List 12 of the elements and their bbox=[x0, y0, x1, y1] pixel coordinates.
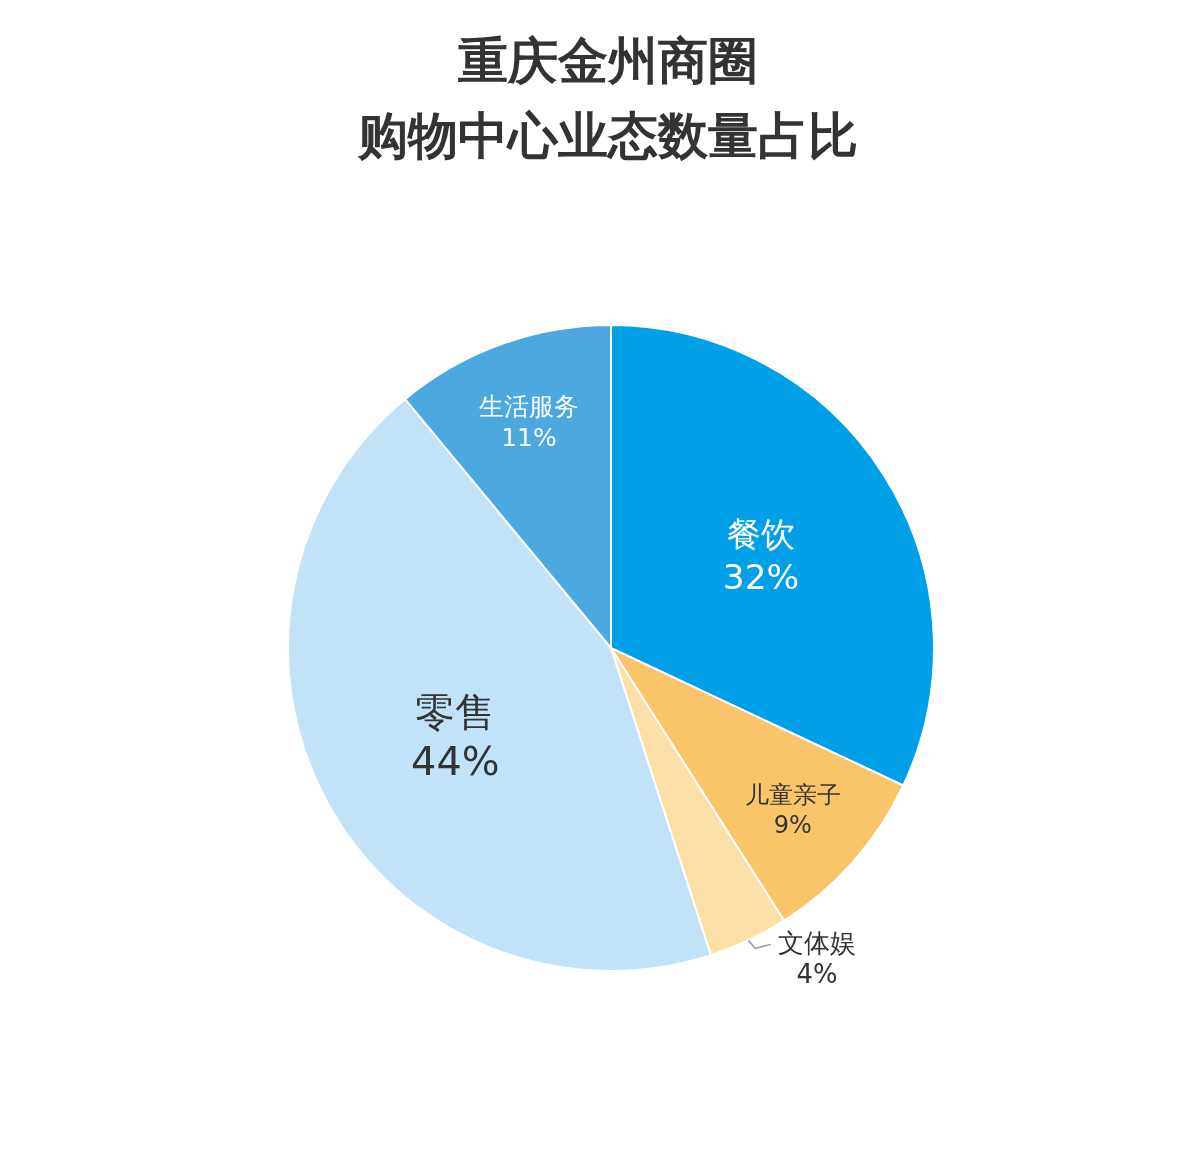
slice-label: 餐饮 bbox=[726, 513, 795, 554]
data-label: 9% bbox=[773, 811, 812, 840]
data-label: 32% bbox=[722, 556, 800, 597]
data-label: 44% bbox=[411, 738, 500, 785]
slice-label: 生活服务 bbox=[478, 392, 579, 422]
chart-title: 重庆金州商圈 bbox=[457, 32, 758, 90]
slice-label: 零售 bbox=[415, 688, 496, 735]
chart-subtitle: 购物中心业态数量占比 bbox=[356, 107, 858, 165]
slice-label: 儿童亲子 bbox=[744, 781, 841, 810]
data-label: 11% bbox=[501, 423, 557, 453]
slice-label: 文体娱 bbox=[778, 928, 857, 959]
data-label: 4% bbox=[796, 959, 838, 990]
